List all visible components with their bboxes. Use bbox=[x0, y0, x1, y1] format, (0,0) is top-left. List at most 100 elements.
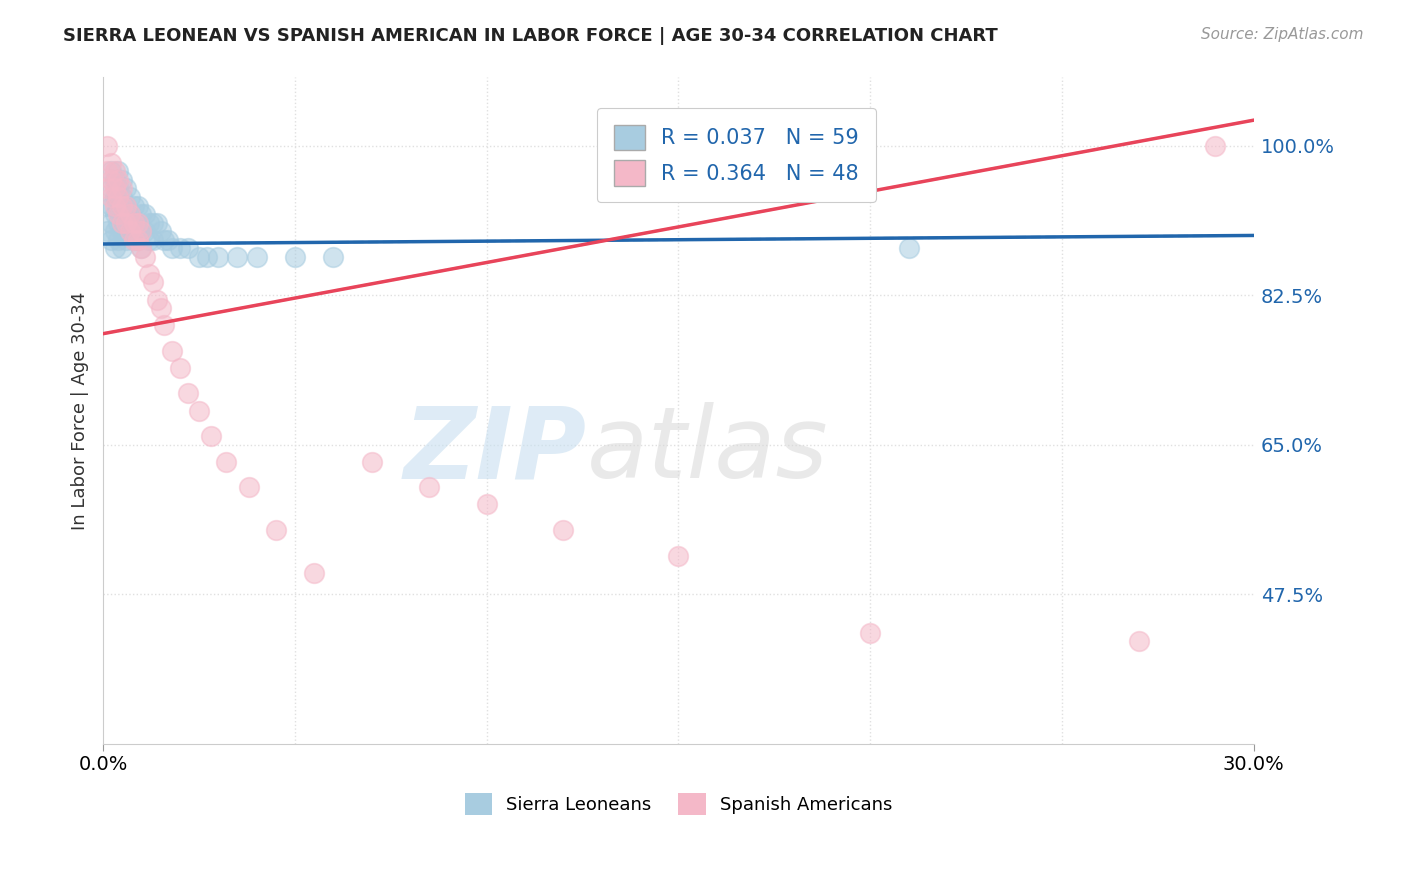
Point bbox=[157, 233, 180, 247]
Point bbox=[96, 198, 118, 212]
Point bbox=[134, 250, 156, 264]
Text: atlas: atlas bbox=[586, 402, 828, 499]
Point bbox=[96, 164, 118, 178]
Point bbox=[122, 216, 145, 230]
Point bbox=[142, 276, 165, 290]
Point bbox=[146, 216, 169, 230]
Point bbox=[149, 224, 172, 238]
Point bbox=[188, 403, 211, 417]
Point bbox=[118, 190, 141, 204]
Point bbox=[104, 190, 127, 204]
Point bbox=[169, 360, 191, 375]
Point bbox=[122, 216, 145, 230]
Point bbox=[104, 207, 127, 221]
Point bbox=[153, 318, 176, 332]
Point bbox=[138, 216, 160, 230]
Point bbox=[134, 224, 156, 238]
Point bbox=[111, 241, 134, 255]
Point bbox=[188, 250, 211, 264]
Point bbox=[360, 455, 382, 469]
Point bbox=[160, 241, 183, 255]
Point bbox=[115, 216, 138, 230]
Point bbox=[302, 566, 325, 580]
Point bbox=[131, 224, 153, 238]
Point bbox=[111, 190, 134, 204]
Point bbox=[115, 216, 138, 230]
Point bbox=[104, 241, 127, 255]
Point bbox=[475, 498, 498, 512]
Point bbox=[122, 198, 145, 212]
Y-axis label: In Labor Force | Age 30-34: In Labor Force | Age 30-34 bbox=[72, 292, 89, 530]
Point bbox=[115, 181, 138, 195]
Point bbox=[100, 190, 122, 204]
Point bbox=[176, 386, 198, 401]
Point bbox=[118, 207, 141, 221]
Point bbox=[668, 549, 690, 563]
Point bbox=[122, 233, 145, 247]
Point bbox=[122, 233, 145, 247]
Point bbox=[107, 216, 129, 230]
Point bbox=[100, 233, 122, 247]
Point bbox=[111, 224, 134, 238]
Point bbox=[100, 216, 122, 230]
Point bbox=[264, 523, 287, 537]
Point bbox=[215, 455, 238, 469]
Point bbox=[142, 233, 165, 247]
Point bbox=[418, 480, 440, 494]
Point bbox=[115, 233, 138, 247]
Point bbox=[859, 625, 882, 640]
Point bbox=[107, 181, 129, 195]
Point bbox=[176, 241, 198, 255]
Text: ZIP: ZIP bbox=[404, 402, 586, 499]
Point bbox=[100, 164, 122, 178]
Point bbox=[138, 233, 160, 247]
Point bbox=[245, 250, 267, 264]
Point bbox=[134, 207, 156, 221]
Point bbox=[146, 293, 169, 307]
Point bbox=[284, 250, 307, 264]
Point bbox=[897, 241, 920, 255]
Point bbox=[115, 198, 138, 212]
Point bbox=[131, 224, 153, 238]
Point bbox=[107, 198, 129, 212]
Point bbox=[127, 233, 149, 247]
Point bbox=[111, 181, 134, 195]
Point bbox=[131, 241, 153, 255]
Text: Source: ZipAtlas.com: Source: ZipAtlas.com bbox=[1201, 27, 1364, 42]
Point bbox=[100, 156, 122, 170]
Point bbox=[104, 164, 127, 178]
Point bbox=[107, 190, 129, 204]
Point bbox=[107, 233, 129, 247]
Point bbox=[96, 138, 118, 153]
Point bbox=[131, 207, 153, 221]
Point bbox=[207, 250, 229, 264]
Point bbox=[118, 224, 141, 238]
Point bbox=[111, 198, 134, 212]
Point bbox=[127, 216, 149, 230]
Point bbox=[322, 250, 344, 264]
Point bbox=[111, 216, 134, 230]
Point bbox=[127, 216, 149, 230]
Point bbox=[96, 224, 118, 238]
Point bbox=[238, 480, 260, 494]
Point bbox=[127, 233, 149, 247]
Point bbox=[169, 241, 191, 255]
Point bbox=[1128, 634, 1150, 648]
Point bbox=[115, 198, 138, 212]
Point bbox=[553, 523, 575, 537]
Point bbox=[142, 216, 165, 230]
Point bbox=[118, 224, 141, 238]
Point bbox=[96, 181, 118, 195]
Point bbox=[149, 301, 172, 315]
Point bbox=[226, 250, 249, 264]
Point bbox=[195, 250, 218, 264]
Point bbox=[138, 267, 160, 281]
Point bbox=[1204, 138, 1226, 153]
Text: SIERRA LEONEAN VS SPANISH AMERICAN IN LABOR FORCE | AGE 30-34 CORRELATION CHART: SIERRA LEONEAN VS SPANISH AMERICAN IN LA… bbox=[63, 27, 998, 45]
Point bbox=[100, 181, 122, 195]
Point bbox=[100, 173, 122, 187]
Point bbox=[131, 241, 153, 255]
Point bbox=[104, 224, 127, 238]
Point bbox=[104, 181, 127, 195]
Point bbox=[153, 233, 176, 247]
